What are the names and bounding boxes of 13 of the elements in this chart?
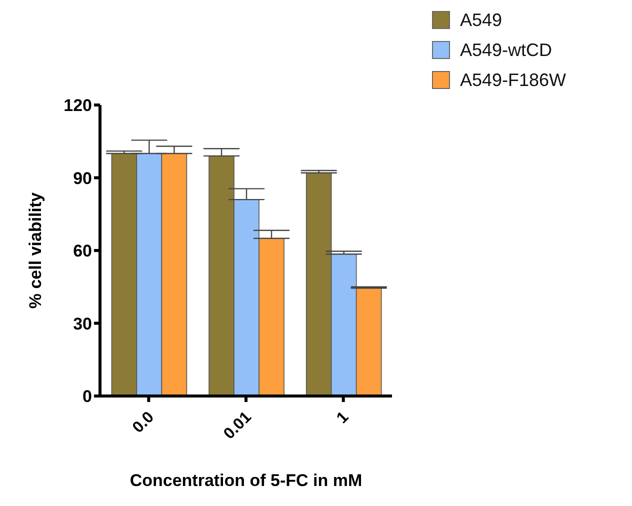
y-tick-label: 90 [73, 168, 92, 188]
x-axis-title: Concentration of 5-FC in mM [130, 471, 362, 490]
legend-label: A549-F186W [460, 70, 566, 90]
x-tick-label: 0.01 [220, 408, 255, 443]
y-tick-label: 60 [73, 242, 92, 261]
legend-label: A549-wtCD [460, 40, 552, 60]
y-tick-label: 30 [73, 314, 92, 334]
y-tick-label: 120 [64, 96, 92, 116]
x-tick-label: 1 [334, 408, 352, 428]
y-tick-label: 0 [82, 387, 92, 406]
legend-label: A549 [460, 10, 502, 30]
x-tick-label: 0.0 [130, 408, 158, 437]
y-axis-title: % cell viability [26, 192, 46, 309]
